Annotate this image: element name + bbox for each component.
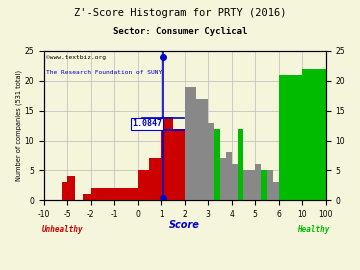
Bar [249,170,255,200]
Bar [214,129,220,200]
Bar [220,158,226,200]
Bar [91,188,114,200]
Bar [208,123,214,200]
Bar [302,69,326,200]
Bar [273,182,279,200]
X-axis label: Score: Score [169,220,200,230]
Text: Unhealthy: Unhealthy [42,225,83,234]
Bar [138,170,149,200]
Bar [173,129,185,200]
Bar [197,99,208,200]
Bar [255,164,261,200]
Text: ©www.textbiz.org: ©www.textbiz.org [46,55,107,60]
Bar [226,153,231,200]
Y-axis label: Number of companies (531 total): Number of companies (531 total) [15,70,22,181]
Bar [267,170,273,200]
Bar [149,158,161,200]
Bar [238,129,243,200]
Bar [185,87,197,200]
Bar [114,188,138,200]
Bar [279,75,302,200]
Bar [243,170,249,200]
Bar [83,194,91,200]
Text: Z'-Score Histogram for PRTY (2016): Z'-Score Histogram for PRTY (2016) [74,8,286,18]
Text: Sector: Consumer Cyclical: Sector: Consumer Cyclical [113,27,247,36]
Bar [161,117,173,200]
Bar [62,182,67,200]
Text: 1.0847: 1.0847 [132,119,162,128]
Bar [261,170,267,200]
Text: Healthy: Healthy [297,225,329,234]
Text: The Research Foundation of SUNY: The Research Foundation of SUNY [46,70,163,75]
Bar [231,164,238,200]
Bar [67,176,75,200]
